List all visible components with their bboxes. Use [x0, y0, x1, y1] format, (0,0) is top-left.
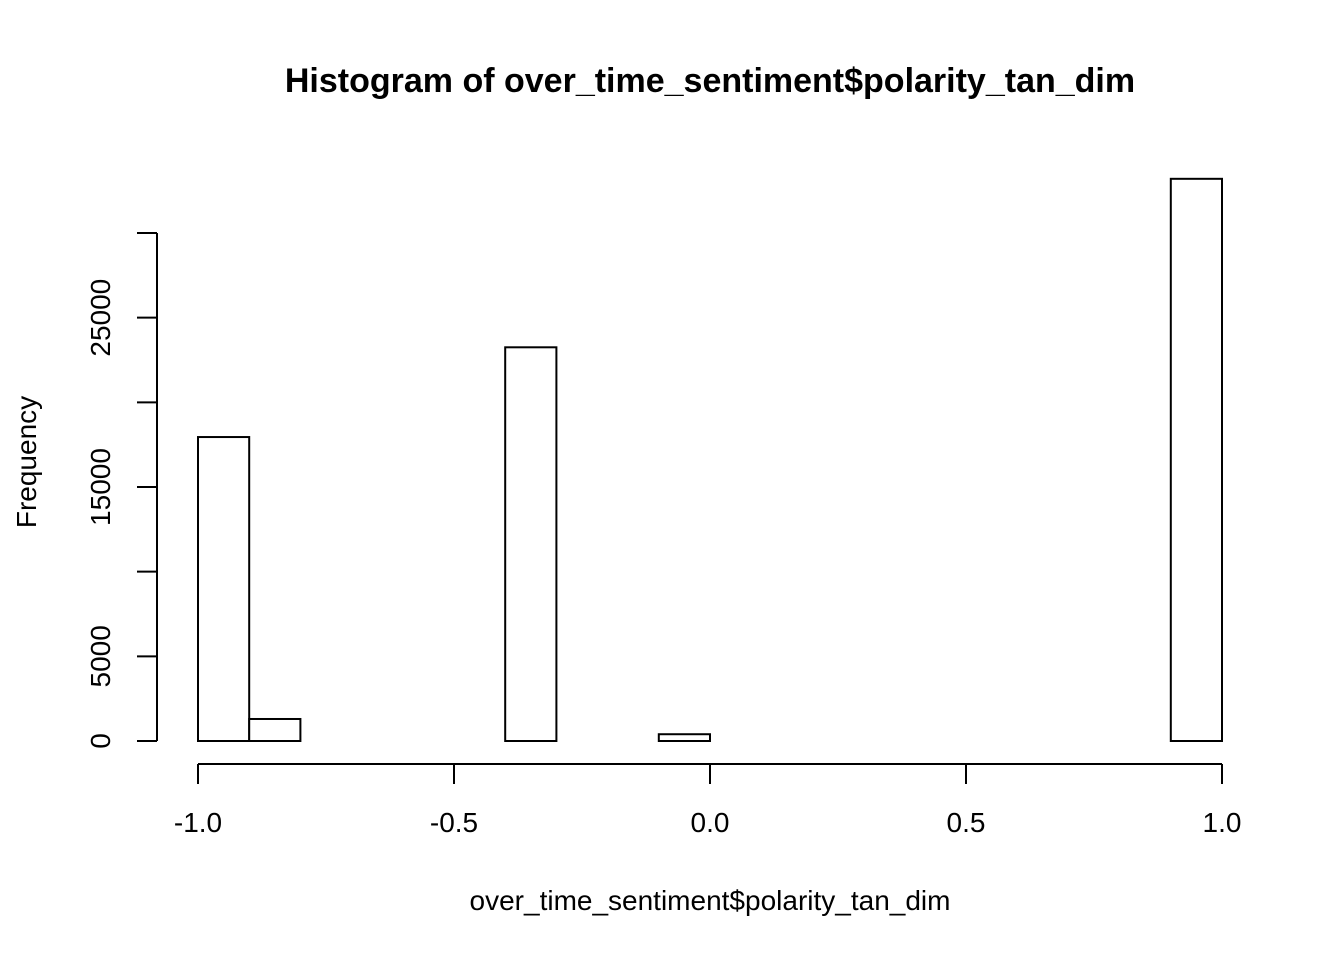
x-axis-tick-label: 0.5	[947, 807, 986, 838]
x-axis-tick-label: -1.0	[174, 807, 222, 838]
histogram-bar	[197, 436, 251, 742]
y-axis-tick-label: 15000	[85, 448, 116, 526]
histogram-bar	[657, 733, 711, 743]
x-axis-tick-label: 1.0	[1203, 807, 1242, 838]
histogram-bars	[197, 177, 1224, 743]
x-axis-label: over_time_sentiment$polarity_tan_dim	[470, 885, 951, 916]
chart-title: Histogram of over_time_sentiment$polarit…	[285, 62, 1135, 100]
y-axis-tick-label: 5000	[85, 625, 116, 687]
histogram-bar	[504, 346, 558, 742]
histogram-bar	[1169, 177, 1224, 742]
x-axis-tick-label: 0.0	[691, 807, 730, 838]
y-axis: 0 5000 15000 25000	[85, 232, 158, 749]
histogram-bar	[248, 717, 302, 743]
x-axis: -1.0 -0.5 0.0 0.5 1.0	[174, 763, 1242, 838]
x-axis-tick-label: -0.5	[430, 807, 478, 838]
y-axis-tick-label: 25000	[85, 279, 116, 357]
y-axis-label: Frequency	[11, 396, 42, 528]
y-axis-tick-label: 0	[85, 733, 116, 749]
